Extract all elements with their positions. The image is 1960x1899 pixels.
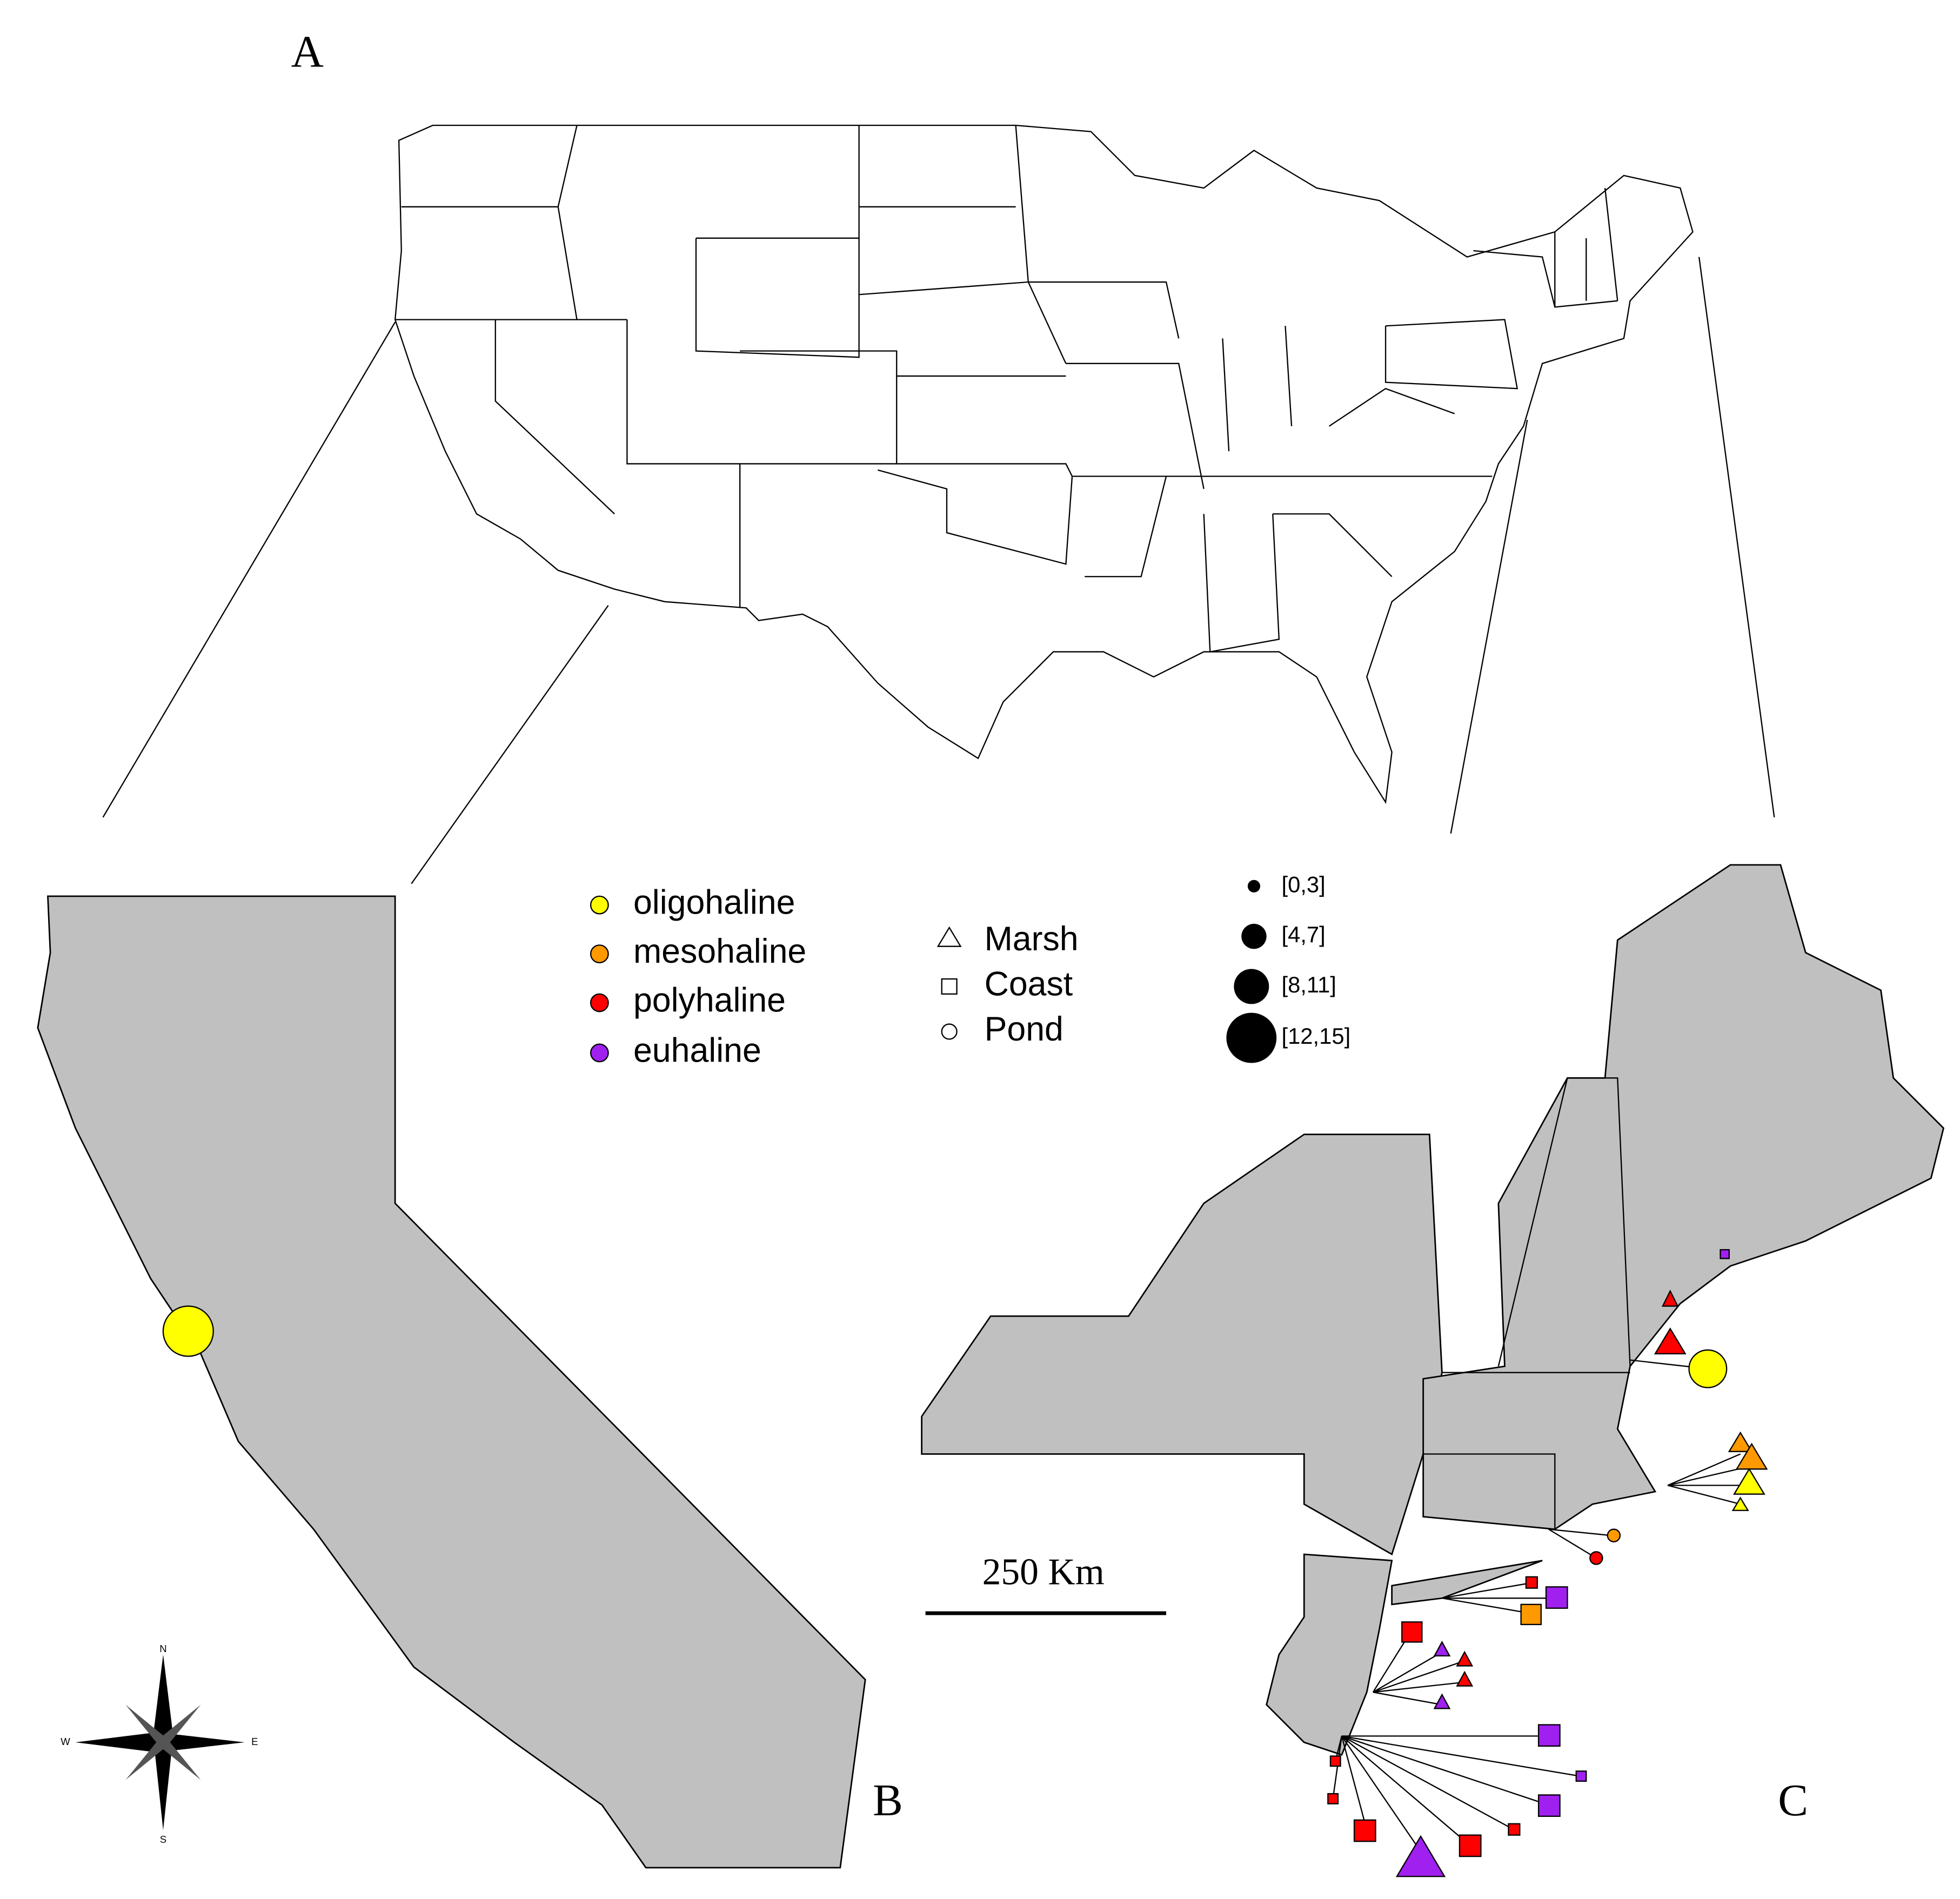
legend-label: [4,7]: [1281, 922, 1325, 947]
site-marker: [162, 1305, 214, 1357]
compass-label: W: [61, 1736, 70, 1747]
california: [37, 895, 866, 1869]
zoom-line: [102, 321, 396, 818]
zoom-line: [1698, 257, 1775, 817]
site-markers: [1327, 1249, 1768, 1877]
legend-label: Coast: [985, 965, 1073, 1003]
zoom-lines: [102, 257, 1775, 884]
state-lines: [395, 125, 1618, 653]
compass-label: S: [160, 1834, 166, 1845]
us-map: [394, 124, 1694, 804]
scale-bar-label: 250 Km: [982, 1551, 1105, 1593]
northeast-map: [921, 864, 1945, 1756]
panel-label: B: [873, 1776, 903, 1826]
legend-label: Pond: [985, 1010, 1063, 1048]
panel-label: C: [1778, 1776, 1808, 1826]
legend-label: polyhaline: [633, 982, 786, 1019]
new-jersey: [1266, 1553, 1393, 1756]
legend-label: Marsh: [985, 920, 1079, 958]
zoom-line: [1450, 420, 1528, 834]
legend-label: [0,3]: [1281, 871, 1325, 897]
legend-label: oligohaline: [633, 884, 795, 922]
panel-label: A: [291, 28, 324, 77]
zoom-line: [411, 605, 609, 884]
new-york: [921, 1133, 1443, 1556]
legend: oligohaline mesohaline polyhaline euhali…: [590, 871, 1350, 1069]
legend-label: [12,15]: [1281, 1023, 1350, 1049]
new-england: [1422, 864, 1945, 1530]
compass: N S E W: [61, 1643, 258, 1845]
legend-label: euhaline: [633, 1031, 761, 1069]
compass-label: E: [251, 1736, 258, 1747]
legend-label: [8,11]: [1281, 972, 1336, 997]
legend-label: mesohaline: [633, 932, 806, 970]
compass-label: N: [159, 1643, 166, 1654]
site-leaders: [1332, 1359, 1750, 1856]
us-outline: [394, 124, 1694, 804]
